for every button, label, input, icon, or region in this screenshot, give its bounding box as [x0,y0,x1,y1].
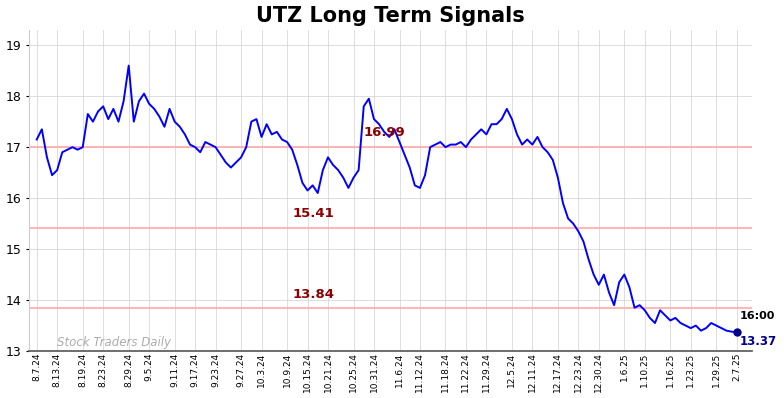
Text: 16:00: 16:00 [739,311,775,321]
Title: UTZ Long Term Signals: UTZ Long Term Signals [256,6,525,25]
Text: 13.37: 13.37 [739,335,776,348]
Text: 13.84: 13.84 [292,287,334,300]
Text: Stock Traders Daily: Stock Traders Daily [57,336,171,349]
Text: 15.41: 15.41 [292,207,334,220]
Text: 16.99: 16.99 [364,126,405,139]
